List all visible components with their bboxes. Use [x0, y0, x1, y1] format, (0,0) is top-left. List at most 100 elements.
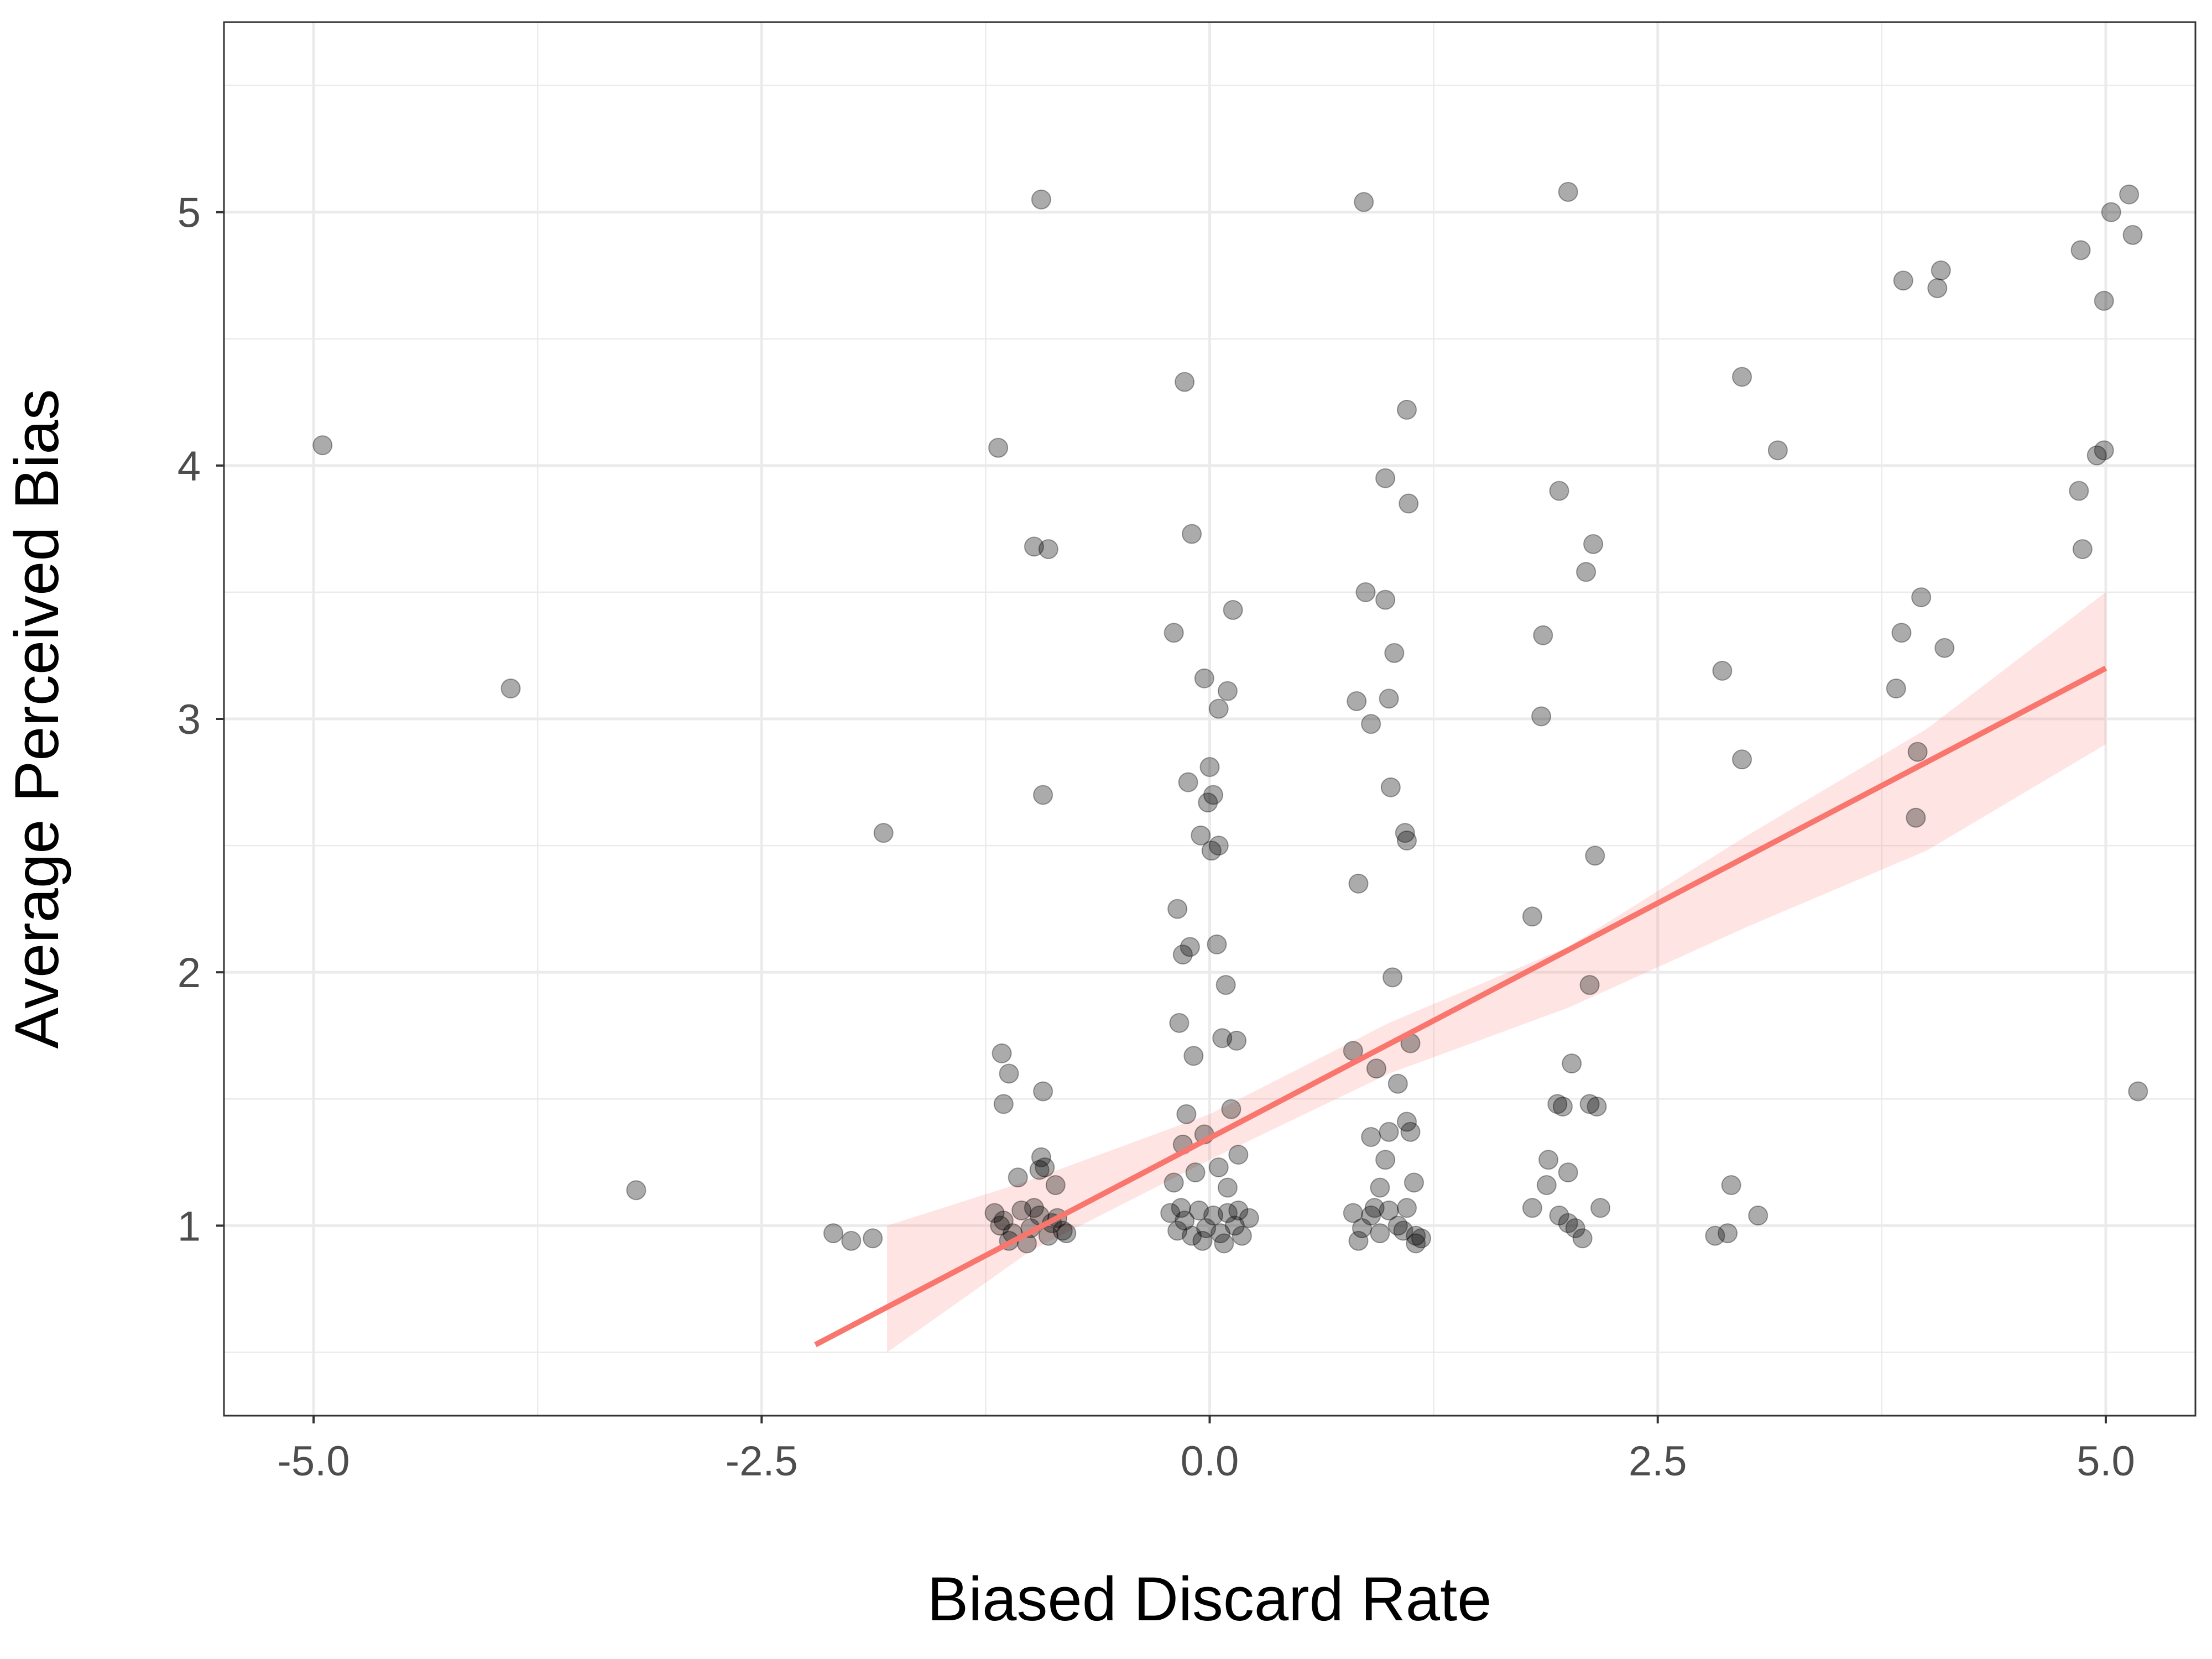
data-point — [1549, 1206, 1569, 1226]
data-point — [1379, 688, 1399, 709]
x-tick-label: -5.0 — [278, 1438, 350, 1485]
data-point — [1348, 1230, 1369, 1251]
data-point — [1164, 623, 1184, 643]
data-point — [990, 1215, 1010, 1236]
data-point — [1712, 660, 1733, 681]
data-point — [1522, 906, 1542, 927]
data-point — [1404, 1172, 1424, 1193]
data-point — [1886, 679, 1906, 699]
data-point — [1931, 260, 1951, 281]
data-point — [1572, 1228, 1593, 1249]
data-point — [1031, 189, 1051, 210]
data-point — [1364, 1198, 1385, 1218]
data-point — [500, 679, 521, 699]
data-point — [2086, 445, 2107, 466]
data-point — [1907, 742, 1928, 762]
data-point — [1721, 1175, 1741, 1196]
data-point — [1355, 582, 1376, 602]
data-point — [1224, 1215, 1245, 1236]
data-point — [1212, 1028, 1233, 1048]
data-point — [1705, 1225, 1725, 1246]
data-point — [1167, 1220, 1188, 1241]
data-point — [1175, 372, 1195, 392]
data-point — [1397, 1198, 1417, 1218]
data-point — [1375, 468, 1396, 488]
data-point — [1008, 1167, 1028, 1188]
data-point — [1045, 1175, 1066, 1196]
data-point — [1533, 625, 1553, 645]
data-point — [1232, 1225, 1252, 1246]
data-point — [1531, 706, 1552, 727]
data-point — [2069, 481, 2089, 501]
x-tick-label: 0.0 — [1181, 1438, 1239, 1485]
data-point — [1370, 1223, 1390, 1244]
data-point — [1031, 1147, 1051, 1167]
data-point — [1387, 1073, 1408, 1094]
data-point — [1748, 1206, 1768, 1226]
data-point — [1375, 589, 1396, 610]
data-point — [1891, 623, 1912, 643]
data-point — [1191, 825, 1211, 846]
data-point — [1383, 967, 1403, 988]
data-point — [1221, 1099, 1241, 1119]
data-point — [1397, 830, 1417, 851]
x-axis-title: Biased Discard Rate — [927, 1564, 1492, 1634]
data-point — [1906, 807, 1926, 828]
data-point — [1208, 1157, 1229, 1177]
x-tick-label: 2.5 — [1629, 1438, 1687, 1485]
data-point — [823, 1223, 843, 1244]
y-tick-label: 2 — [178, 950, 201, 997]
data-point — [1379, 1200, 1399, 1220]
data-point — [1400, 1121, 1421, 1142]
data-point — [1576, 562, 1597, 582]
data-point — [1411, 1228, 1431, 1249]
data-point — [1911, 587, 1932, 608]
data-point — [1198, 792, 1218, 813]
data-point — [1175, 1211, 1195, 1231]
data-point — [1732, 749, 1752, 770]
data-point — [1893, 270, 1913, 291]
data-point — [984, 1203, 1005, 1223]
data-point — [993, 1211, 1014, 1231]
y-axis-ticks: 1 2 3 4 5 — [178, 190, 224, 1250]
data-point — [1370, 1177, 1390, 1198]
data-point — [1558, 1162, 1578, 1183]
data-point — [1397, 400, 1417, 420]
data-point — [1934, 638, 1955, 658]
data-point — [1217, 681, 1238, 701]
data-point — [1375, 1150, 1396, 1170]
data-point — [1171, 1198, 1191, 1218]
data-point — [1352, 1218, 1372, 1238]
data-point — [1590, 1198, 1611, 1218]
data-point — [1208, 836, 1229, 856]
x-tick-label: 5.0 — [2077, 1438, 2135, 1485]
data-point — [1399, 493, 1419, 514]
data-point — [1038, 539, 1058, 560]
data-point — [1215, 975, 1236, 995]
data-point — [1038, 1225, 1058, 1246]
data-point — [1024, 536, 1044, 557]
y-tick-label: 3 — [178, 696, 201, 743]
data-point — [841, 1230, 862, 1251]
data-point — [1033, 1081, 1053, 1102]
data-point — [1395, 823, 1415, 843]
y-tick-label: 5 — [178, 190, 201, 237]
x-tick-label: -2.5 — [726, 1438, 798, 1485]
data-point — [1178, 772, 1198, 792]
data-point — [1767, 440, 1788, 461]
data-point — [1052, 1220, 1073, 1241]
data-point — [1189, 1200, 1209, 1220]
data-point — [1185, 1162, 1206, 1183]
data-point — [1579, 975, 1600, 995]
data-point — [1343, 1203, 1363, 1223]
data-point — [1384, 643, 1405, 663]
data-point — [1024, 1198, 1044, 1218]
data-point — [2119, 184, 2140, 205]
data-point — [312, 435, 333, 456]
data-point — [1164, 1172, 1184, 1193]
data-point — [1552, 1097, 1573, 1117]
data-point — [2122, 225, 2143, 245]
data-point — [1406, 1225, 1426, 1246]
data-point — [1199, 757, 1220, 778]
data-point — [1397, 1112, 1417, 1132]
